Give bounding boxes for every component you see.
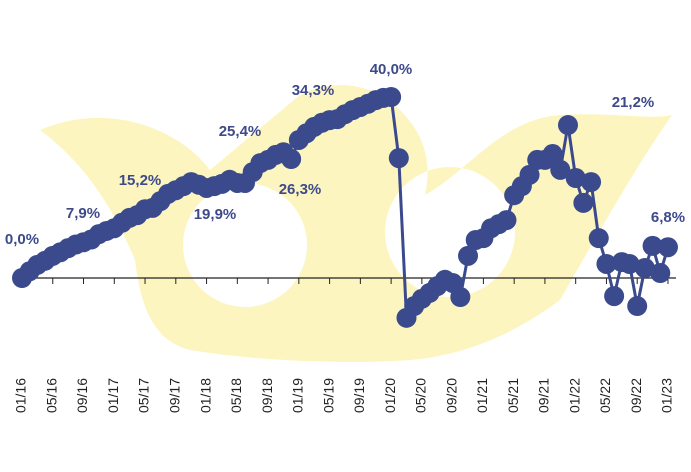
data-point	[596, 253, 617, 274]
x-tick-label: 09/20	[443, 378, 459, 413]
x-tick-label: 05/16	[43, 378, 59, 413]
data-point	[642, 235, 663, 256]
x-tick-label: 01/22	[566, 378, 582, 413]
x-tick-label: 09/19	[351, 378, 367, 413]
x-tick-label: 01/19	[290, 378, 306, 413]
data-label: 7,9%	[66, 205, 100, 222]
data-point	[281, 148, 302, 169]
data-point	[550, 159, 571, 180]
x-tick-label: 01/18	[197, 378, 213, 413]
x-tick-label: 09/16	[74, 378, 90, 413]
data-point	[604, 286, 625, 307]
data-label: 25,4%	[219, 123, 262, 140]
data-label: 19,9%	[194, 206, 237, 223]
data-point	[650, 263, 671, 284]
data-point	[619, 253, 640, 274]
data-label: 26,3%	[279, 181, 322, 198]
x-tick-label: 09/17	[167, 378, 183, 413]
data-point	[627, 296, 648, 317]
x-tick-label: 05/22	[597, 378, 613, 413]
data-point	[634, 258, 655, 279]
data-point	[557, 115, 578, 136]
data-label: 34,3%	[292, 82, 335, 99]
x-tick-label: 01/21	[474, 378, 490, 413]
x-tick-label: 09/18	[259, 378, 275, 413]
x-tick-label: 09/21	[536, 378, 552, 413]
x-tick-label: 01/16	[13, 378, 29, 413]
data-label: 21,2%	[612, 94, 655, 111]
data-point	[588, 228, 609, 249]
data-label: 0,0%	[5, 231, 39, 248]
data-point	[565, 167, 586, 188]
data-point	[657, 237, 678, 258]
x-tick-label: 05/20	[413, 378, 429, 413]
data-point	[573, 192, 594, 213]
data-label: 15,2%	[119, 172, 162, 189]
data-point	[519, 164, 540, 185]
data-point	[450, 287, 471, 308]
x-tick-label: 05/21	[505, 378, 521, 413]
data-point	[496, 210, 517, 231]
x-tick-label: 01/17	[105, 378, 121, 413]
data-point	[581, 172, 602, 193]
background-crown	[40, 85, 672, 362]
x-tick-label: 09/22	[628, 378, 644, 413]
data-point	[458, 245, 479, 266]
data-label: 6,8%	[651, 209, 685, 226]
data-point	[542, 144, 563, 165]
data-point	[388, 148, 409, 169]
data-label: 40,0%	[370, 61, 413, 78]
x-tick-label: 05/18	[228, 378, 244, 413]
x-tick-label: 01/20	[382, 378, 398, 413]
data-point	[381, 87, 402, 107]
x-tick-label: 05/19	[320, 378, 336, 413]
x-tick-label: 05/17	[136, 378, 152, 413]
x-tick-label: 01/23	[659, 378, 675, 413]
